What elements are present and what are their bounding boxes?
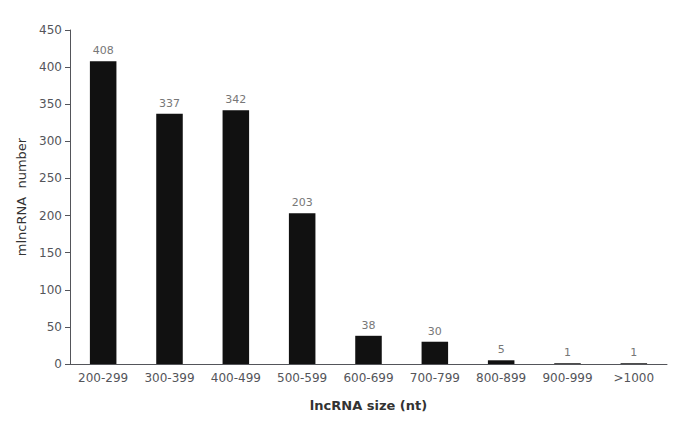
- svg-text:400-499: 400-499: [211, 371, 261, 385]
- svg-text:350: 350: [39, 97, 62, 111]
- svg-text:300: 300: [39, 134, 62, 148]
- svg-text:342: 342: [225, 93, 246, 106]
- svg-text:800-899: 800-899: [476, 371, 526, 385]
- svg-text:1: 1: [630, 346, 637, 359]
- svg-text:500-599: 500-599: [277, 371, 327, 385]
- svg-text:1: 1: [564, 346, 571, 359]
- svg-text:5: 5: [498, 343, 505, 356]
- svg-text:200-299: 200-299: [78, 371, 128, 385]
- svg-text:30: 30: [428, 325, 442, 338]
- svg-text:150: 150: [39, 246, 62, 260]
- svg-text:900-999: 900-999: [542, 371, 592, 385]
- svg-text:408: 408: [93, 44, 114, 57]
- svg-text:200: 200: [39, 209, 62, 223]
- svg-text:700-799: 700-799: [410, 371, 460, 385]
- svg-text:>1000: >1000: [614, 371, 655, 385]
- svg-text:50: 50: [47, 320, 62, 334]
- svg-text:300-399: 300-399: [144, 371, 194, 385]
- svg-text:38: 38: [362, 319, 376, 332]
- svg-text:600-699: 600-699: [343, 371, 393, 385]
- svg-text:lncRNA size (nt): lncRNA size (nt): [310, 398, 427, 413]
- svg-text:mlncRNA number: mlncRNA number: [14, 137, 29, 256]
- svg-text:337: 337: [159, 97, 180, 110]
- svg-text:100: 100: [39, 283, 62, 297]
- svg-text:203: 203: [292, 196, 313, 209]
- svg-text:450: 450: [39, 23, 62, 37]
- svg-text:250: 250: [39, 171, 62, 185]
- svg-text:400: 400: [39, 60, 62, 74]
- svg-text:0: 0: [54, 357, 62, 371]
